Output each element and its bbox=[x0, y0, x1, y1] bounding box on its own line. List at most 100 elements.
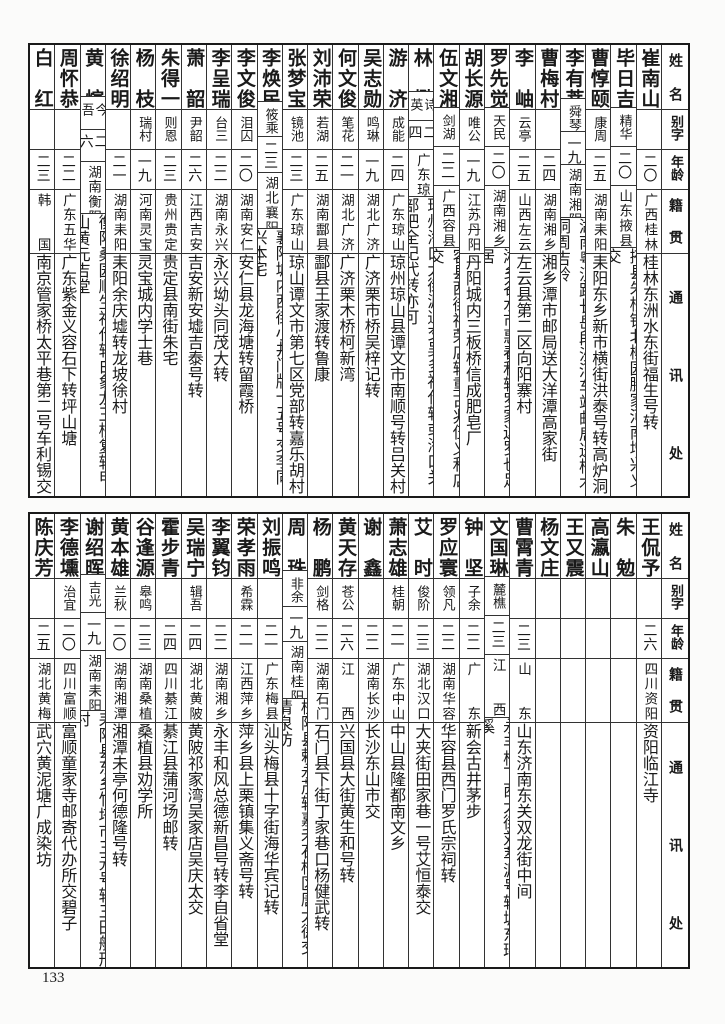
age-text: 二四 bbox=[161, 623, 178, 651]
native-cell: 湖南桑植 bbox=[131, 659, 156, 723]
name-cell: 周怀恭 bbox=[55, 45, 80, 110]
address-cell: 容县西街祥荣店转重古兆伍义和店交 bbox=[434, 248, 458, 496]
name-text: 何文俊 bbox=[334, 48, 357, 108]
age-cell: 二三 bbox=[257, 137, 282, 173]
address-text: 山东济南东关双龙街中间 bbox=[513, 723, 533, 899]
name-text: 李呈瑞 bbox=[208, 48, 231, 108]
native-cell: 湖南耒阳 bbox=[586, 190, 611, 254]
alias-text: 镜池 bbox=[287, 116, 303, 142]
table-row: 张梦宝 镜池 二三 广东琼山 琼山谭文市第七区党部转嘉乐胡村 bbox=[281, 45, 308, 496]
address-cell: 耒阳余庆墟转龙坡徐村 bbox=[106, 254, 130, 496]
name-text: 谢绍晖 bbox=[82, 517, 105, 576]
native-cell bbox=[560, 659, 586, 723]
alias-text: 非余 bbox=[287, 577, 303, 604]
native-cell: 山东掖县 bbox=[611, 186, 636, 248]
name-cell: 文国琳 bbox=[485, 514, 510, 578]
name-text: 高瀛山 bbox=[587, 517, 610, 577]
alias-cell: 瑞村 bbox=[131, 110, 156, 150]
native-cell: 湖南长沙 bbox=[358, 659, 383, 723]
age-text: 二〇 bbox=[59, 623, 76, 651]
address-text: 大夹街田家巷一号艾恒泰交 bbox=[412, 723, 432, 915]
native-cell: 湖南永兴 bbox=[206, 190, 232, 254]
address-text: 湘乡谷水市惠春和转罗家边罗也足居 bbox=[485, 247, 509, 488]
name-text: 吴志勋 bbox=[360, 48, 383, 108]
alias-cell bbox=[636, 110, 661, 150]
address-text: 湘潭未亭何德隆号转 bbox=[108, 723, 128, 867]
name-cell: 伍文湘 bbox=[434, 45, 459, 109]
alias-cell: 镜池 bbox=[282, 110, 308, 150]
age-cell: 二六 bbox=[636, 619, 661, 659]
table-row: 萧韶 尹韶 二六 江西吉安 吉安新安墟吉泰号转 bbox=[180, 45, 206, 496]
alias-cell: 非余 bbox=[282, 571, 308, 607]
header-address: 通讯处 bbox=[667, 290, 683, 460]
name-text: 文国琳 bbox=[486, 517, 509, 577]
age-text: 一九 bbox=[287, 610, 304, 639]
name-text: 霍步青 bbox=[158, 517, 181, 577]
native-cell bbox=[586, 659, 611, 723]
alias-cell: 尹韶 bbox=[181, 110, 206, 150]
age-cell: 二四 bbox=[409, 121, 434, 151]
alias-cell: 笔花 bbox=[333, 110, 358, 150]
name-cell: 陈庆芳 bbox=[29, 514, 55, 579]
alias-cell: 希霖 bbox=[232, 579, 257, 619]
alias-text: 俊阶 bbox=[414, 585, 430, 611]
alias-text: 辑吾 bbox=[186, 585, 202, 611]
alias-cell bbox=[560, 579, 586, 619]
alias-cell: 桂朝 bbox=[383, 579, 409, 619]
alias-cell bbox=[156, 579, 181, 619]
address-text: 安仁县龙海塘转留霞桥 bbox=[235, 254, 255, 414]
age-text: 二〇 bbox=[236, 154, 253, 182]
alias-cell bbox=[29, 579, 55, 619]
name-cell: 李翼钧 bbox=[206, 514, 232, 579]
address-text: 永丰桥下西大街刘萃源号转城东瑶溪 bbox=[485, 717, 509, 958]
header-native: 籍贯 bbox=[667, 667, 683, 713]
name-cell: 曹惇颐 bbox=[586, 45, 611, 110]
table-row: 朱勉 bbox=[610, 514, 636, 967]
alias-cell bbox=[586, 579, 611, 619]
table-row: 吴瑞宁 辑吾 二四 湖北黄陂 黄陂祁家湾吴家店吴庆太交 bbox=[180, 514, 206, 967]
age-text: 二六 bbox=[186, 154, 203, 182]
alias-cell: 天民 bbox=[485, 108, 510, 147]
alias-text: 唯公 bbox=[464, 116, 480, 142]
name-cell: 杨文庄 bbox=[535, 514, 560, 579]
table-row: 曹梅村 二四 湖南湘乡 湘乡潭市邮局送大洋潭高家街 bbox=[534, 45, 560, 496]
name-cell: 钟坚 bbox=[459, 514, 485, 579]
name-text: 伍文湘 bbox=[436, 48, 459, 108]
native-cell: 湖南安仁 bbox=[232, 190, 257, 254]
age-cell: 二〇 bbox=[55, 619, 80, 659]
name-text: 吴瑞宁 bbox=[183, 517, 206, 577]
age-text: 二四 bbox=[540, 154, 557, 182]
name-cell: 刘振鸣 bbox=[257, 514, 282, 579]
name-cell: 李有莘 bbox=[560, 45, 586, 99]
address-cell: 吉安新安墟吉泰号转 bbox=[182, 254, 206, 496]
address-cell: 石门县下街丁家巷口杨健武转 bbox=[308, 723, 332, 967]
address-cell: 耒阳县东乡竹塔市三元号转三田船形村 bbox=[81, 711, 105, 967]
address-cell: 兴国县大街黄生和号转 bbox=[333, 723, 357, 967]
name-cell: 张梦宝 bbox=[282, 45, 308, 110]
address-cell: 资阳临江寺 bbox=[637, 723, 661, 967]
alias-text: 康周 bbox=[591, 116, 607, 142]
age-cell: 一九 bbox=[131, 150, 156, 190]
alias-text: 笔花 bbox=[338, 116, 354, 142]
table-row: 徐绍明 二一 湖南耒阳 耒阳余庆墟转龙坡徐村 bbox=[104, 45, 131, 496]
native-cell: 湖南石门 bbox=[308, 659, 333, 723]
name-cell: 朱勉 bbox=[611, 514, 636, 579]
table-row: 黄本雄 兰秋 二〇 湖南湘潭 湘潭未亭何德隆号转 bbox=[104, 514, 131, 967]
age-text: 一九 bbox=[363, 154, 380, 182]
address-cell: 武穴黄泥塘广成染坊 bbox=[30, 723, 54, 967]
native-text: 广东中山 bbox=[388, 662, 405, 720]
native-text: 湖南湘乡 bbox=[489, 188, 506, 247]
alias-cell bbox=[535, 579, 560, 619]
name-cell: 萧志雄 bbox=[383, 514, 409, 579]
age-text: 二四 bbox=[186, 623, 203, 651]
name-cell: 黄本雄 bbox=[105, 514, 131, 579]
address-cell: 南京管家桥太平巷第二号车利锡交 bbox=[30, 254, 54, 496]
table-row: 钟坚 子余 二二 广东 新会古井茅步 bbox=[458, 514, 485, 967]
native-text: 广东琼山 bbox=[388, 193, 405, 251]
address-text: 琼山谭文市第七区党部转嘉乐胡村 bbox=[285, 254, 305, 494]
age-text: 二二 bbox=[211, 154, 228, 182]
table-row: 杨枝 瑞村 一九 河南灵宝 灵宝城内学士巷 bbox=[130, 45, 156, 496]
name-text: 李有莘 bbox=[562, 48, 585, 99]
native-cell: 湖南酃县 bbox=[308, 190, 333, 254]
age-cell: 二二 bbox=[206, 150, 232, 190]
